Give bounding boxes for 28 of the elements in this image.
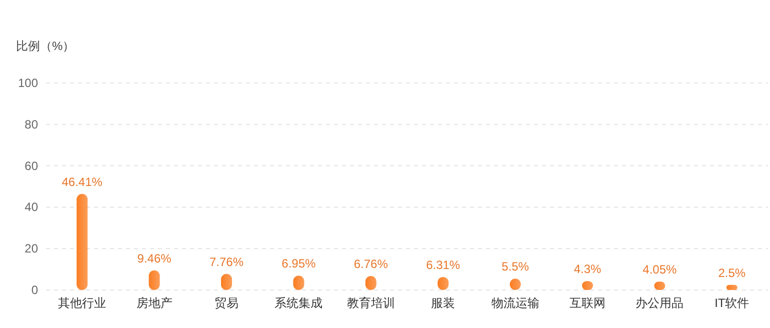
data-label: 5.5% xyxy=(502,260,530,274)
x-tick-label: 互联网 xyxy=(570,296,606,310)
x-tick-label: 贸易 xyxy=(214,296,238,310)
y-tick-label: 60 xyxy=(24,158,38,173)
data-label: 46.41% xyxy=(62,174,103,189)
x-tick-label: 房地产 xyxy=(136,296,172,310)
y-tick-label: 100 xyxy=(18,76,38,90)
y-tick-label: 20 xyxy=(24,242,38,256)
data-label: 9.46% xyxy=(137,251,172,266)
x-tick-label: IT软件 xyxy=(714,296,750,310)
x-tick-label: 其他行业 xyxy=(58,296,106,310)
data-label: 2.5% xyxy=(718,266,746,280)
y-tick-label: 0 xyxy=(31,283,38,297)
x-tick-label: 办公用品 xyxy=(636,296,684,310)
x-tick-label: 物流运输 xyxy=(491,296,540,310)
x-tick-label: 系统集成 xyxy=(274,296,323,310)
y-tick-label: 40 xyxy=(24,200,38,214)
x-tick-label: 服装 xyxy=(431,296,456,310)
y-axis-title: 比例（%） xyxy=(16,39,75,53)
bar xyxy=(76,194,88,290)
y-tick-label: 80 xyxy=(24,117,38,132)
data-label: 6.31% xyxy=(426,258,460,272)
data-label: 4.05% xyxy=(642,262,678,277)
data-label: 7.76% xyxy=(209,254,244,269)
data-label: 4.3% xyxy=(574,262,602,276)
data-label: 6.76% xyxy=(354,257,388,272)
data-label: 6.95% xyxy=(282,256,316,271)
x-tick-label: 教育培训 xyxy=(346,296,395,310)
